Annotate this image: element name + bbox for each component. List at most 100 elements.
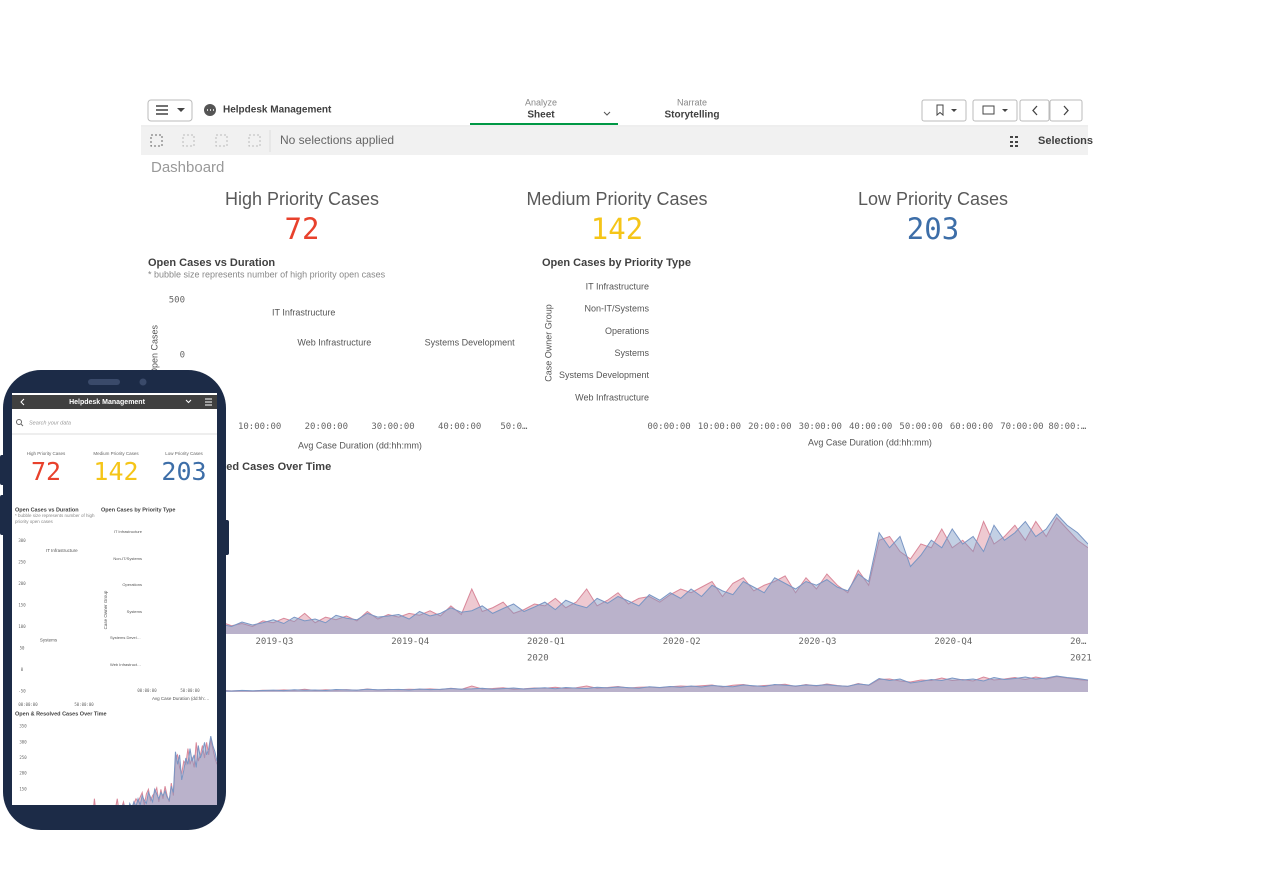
x-tick-label: 40:00:00	[437, 422, 482, 432]
x-axis-title: Avg Case Duration (dd:hh:mm)	[298, 440, 422, 450]
x-tick-label: 20:00:00	[304, 422, 348, 432]
kpi-value: 203	[161, 457, 206, 486]
kpi-title: High Priority Cases	[27, 451, 66, 456]
category-label: Operations	[122, 582, 142, 588]
next-icon	[1063, 105, 1069, 116]
x-tick-label: 10:00:00	[237, 422, 282, 432]
category-label: Non-IT/Systems	[113, 555, 142, 561]
tab-label[interactable]: Storytelling	[664, 110, 719, 121]
point-label: Web Infrastructure	[297, 337, 371, 347]
x-tick-label: 50:00:00	[74, 702, 94, 707]
area-fill	[148, 514, 1088, 634]
chart-title: Open Cases vs Duration	[15, 507, 79, 513]
y-tick-label: 150	[18, 602, 26, 607]
bookmark-button[interactable]	[921, 99, 967, 122]
menu-button[interactable]	[147, 99, 193, 122]
x-tick-label-box: 20:00:00	[304, 422, 348, 432]
selections-button[interactable]: Selections	[1038, 135, 1093, 147]
x-tick-label: 60:00:00	[949, 422, 994, 432]
category-label: Web Infrastructure	[110, 662, 142, 667]
y-tick-label: 250	[18, 559, 26, 564]
point-label: Systems	[40, 637, 58, 642]
tab-label[interactable]: Sheet	[527, 110, 555, 121]
area-series	[30, 735, 217, 805]
search-icon	[16, 419, 22, 425]
dropdown-icon	[177, 108, 185, 112]
chart-subtitle: * bubble size represents number of high …	[148, 269, 386, 279]
step-forward-icon[interactable]	[215, 134, 228, 147]
point-label: Systems Development	[425, 337, 516, 347]
area-series	[147, 675, 1089, 692]
back-icon[interactable]	[20, 398, 25, 406]
kpi-title: Medium Priority Cases	[526, 189, 707, 209]
menu-icon	[156, 105, 168, 115]
x-tick-label-box: 2020-Q1	[527, 637, 565, 647]
chart-title: Open Cases by Priority Type	[101, 507, 175, 513]
selection-status: No selections applied	[280, 133, 394, 147]
x-tick-label-box: 40:00:00	[437, 422, 482, 432]
x-tick-label-box: 50:00:00	[500, 422, 528, 432]
chevron-icon[interactable]	[185, 399, 192, 404]
bookmark-icon	[936, 104, 944, 117]
x-tick-label: 50:00:00	[180, 688, 200, 693]
clear-icon[interactable]	[248, 134, 261, 147]
x-axis-title-box: Avg Case Duration (dd:hh:mm)	[152, 696, 210, 701]
y-tick-label: -50	[18, 688, 26, 693]
x-tick-label: 2019-Q3	[255, 637, 294, 647]
category-label: Systems Development	[110, 635, 142, 641]
x-tick-label-box: 2020-Q4	[934, 637, 973, 647]
x-tick-label-box: 2021-Q1	[1070, 637, 1088, 647]
area-line	[148, 513, 1088, 628]
area-fill	[30, 739, 217, 805]
search-box[interactable]: Search your data	[29, 420, 71, 426]
sheet-icon	[982, 105, 995, 115]
x-tick-label: 2020-Q3	[798, 637, 837, 647]
y-tick-label: 500	[169, 295, 185, 305]
prev-icon	[1032, 105, 1038, 116]
category-label-box: Non-IT/Systems	[113, 555, 142, 561]
phone-title: Helpdesk Management	[69, 399, 146, 406]
phone-header	[12, 395, 217, 409]
smart-search-icon[interactable]	[150, 134, 163, 147]
next-button[interactable]	[1049, 99, 1083, 122]
category-label: Non-IT/Systems	[584, 304, 649, 314]
tab-underline	[470, 123, 618, 125]
phone-speaker	[88, 379, 120, 385]
year-label: 2020	[527, 654, 549, 664]
x-tick-label: 2020-Q2	[662, 637, 701, 647]
area-line	[93, 739, 217, 805]
tab-chevron[interactable]	[603, 111, 611, 116]
selection-bar	[141, 127, 1088, 155]
x-tick-label-box: 60:00:00	[949, 422, 994, 432]
x-tick-label: 2020-Q4	[934, 637, 973, 647]
x-tick-label-box: 00:00:00	[647, 422, 690, 432]
menu-icon[interactable]	[205, 398, 212, 406]
y-axis-title: Case Owner Group	[543, 304, 553, 382]
category-label-box: Systems	[127, 609, 142, 614]
sheet-button[interactable]	[972, 99, 1018, 122]
x-tick-label: 2019-Q4	[391, 637, 430, 647]
category-label: IT Infrastructure	[586, 281, 649, 291]
y-tick-label: 200	[18, 581, 26, 586]
dropdown-icon	[1002, 109, 1008, 112]
category-label: Systems	[614, 348, 649, 358]
phone-screen	[12, 393, 217, 805]
x-tick-label: 20:00:00	[748, 422, 792, 432]
prev-button[interactable]	[1019, 99, 1050, 122]
x-tick-label: 30:00:00	[371, 422, 415, 432]
category-label: Web Infrastructure	[575, 392, 649, 402]
kpi-value: 142	[93, 457, 138, 486]
area-series	[148, 513, 1088, 634]
chart-title: Open Cases by Priority Type	[542, 257, 691, 269]
phone-app: Helpdesk Management Search your data Hig…	[12, 395, 217, 805]
category-label-box: Web Infrastructure	[110, 662, 142, 667]
y-tick-label: 150	[19, 786, 27, 791]
kpi-value: 203	[907, 212, 959, 246]
x-tick-label-box: 70:00:00	[1000, 422, 1043, 432]
x-tick-label-box: 30:00:00	[799, 422, 842, 432]
step-back-icon[interactable]	[182, 134, 195, 147]
tab-caption: Narrate	[677, 97, 707, 107]
x-tick-label: 80:00:00	[1048, 422, 1089, 432]
y-axis-title: Case Owner Group	[103, 590, 108, 629]
